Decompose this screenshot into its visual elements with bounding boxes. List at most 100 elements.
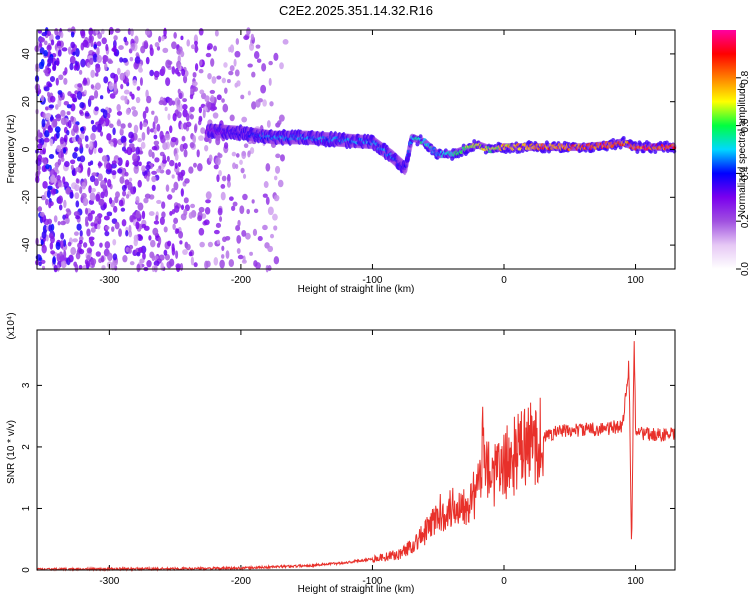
- spectrogram-cell: [79, 186, 83, 194]
- spectrogram-cell: [132, 153, 138, 163]
- spectrogram-cell: [165, 169, 171, 175]
- spectrogram-cell: [90, 210, 96, 215]
- spectrogram-cell: [176, 228, 180, 234]
- spectrogram-cell: [118, 45, 124, 50]
- spectrogram-cell: [39, 42, 43, 48]
- spectrogram-cell: [125, 230, 129, 237]
- spectrogram-cell: [208, 136, 212, 144]
- snr-scale-label: (x10⁴): [6, 312, 17, 339]
- spectrogram-cell: [216, 94, 222, 101]
- spectrogram-cell: [119, 57, 124, 63]
- spectrogram-cell: [221, 245, 225, 252]
- spectrogram-cell: [48, 154, 55, 159]
- spectrogram-cell: [95, 251, 101, 257]
- spectrogram-cell: [173, 217, 179, 224]
- spectrogram-cell: [121, 146, 127, 152]
- spectrogram-cell: [43, 50, 48, 57]
- spectrogram-cell: [39, 37, 46, 43]
- spectrogram-cell: [42, 112, 46, 119]
- spectrogram-cell: [232, 201, 238, 207]
- spectrogram-cell: [153, 115, 159, 124]
- spectrogram-cell: [85, 260, 91, 268]
- spectrogram-cell: [57, 158, 62, 166]
- spectrogram-cell: [121, 184, 127, 192]
- spectrogram-cell: [72, 51, 76, 56]
- spectrogram-cell: [131, 106, 137, 111]
- spectrogram-cell: [129, 56, 134, 62]
- spectrogram-cell: [125, 69, 131, 77]
- spectrogram-cell: [166, 155, 170, 162]
- spectrogram-cell: [119, 176, 125, 184]
- spectrogram-cell: [177, 162, 181, 168]
- spectrogram-cell: [120, 95, 126, 101]
- spectrogram-cell: [124, 171, 129, 177]
- spectrogram-cell: [83, 89, 87, 95]
- spectrogram-cell: [192, 71, 197, 78]
- spectrogram-cell: [198, 206, 205, 213]
- spectrogram-cell: [277, 120, 282, 126]
- spectrogram-cell: [91, 124, 98, 133]
- spectrogram-cell: [124, 95, 128, 105]
- spectrogram-cell: [228, 259, 235, 268]
- spectrogram-cell: [65, 186, 72, 195]
- spectrogram-cell: [94, 215, 100, 222]
- spectrogram-cell: [280, 154, 285, 162]
- spectrogram-cell: [135, 221, 140, 230]
- spectrogram-cell: [122, 136, 127, 143]
- spectrogram-cell: [156, 242, 161, 248]
- spectrogram-cell: [112, 45, 117, 53]
- snr-ytick-label: 0: [21, 567, 32, 573]
- spectrogram-cell: [171, 188, 176, 193]
- spectrogram-cell: [263, 181, 269, 189]
- spectrogram-cell: [75, 215, 81, 220]
- spectrogram-cell: [229, 114, 235, 122]
- spectrogram-cell: [192, 134, 196, 144]
- spectrogram-cell: [152, 121, 156, 130]
- spectrogram-cell: [225, 250, 230, 259]
- spectrogram-cell: [226, 173, 231, 183]
- colorbar-label: Normalized spectral amplitude: [737, 82, 748, 217]
- spectrogram-cell: [128, 131, 134, 139]
- spectrogram-cell: [55, 113, 62, 122]
- spectrogram-cell: [69, 191, 74, 199]
- spectrogram-cell: [198, 117, 203, 122]
- spectrogram-cell: [160, 36, 165, 42]
- spectrogram-cell: [178, 92, 183, 99]
- spectrogram-cell: [95, 193, 101, 202]
- spectrogram-cell: [118, 199, 124, 207]
- spectrogram-cell: [143, 40, 149, 49]
- spectrogram-cell: [112, 139, 117, 148]
- spectrogram-cell: [220, 191, 226, 201]
- spectrogram-cell: [84, 112, 90, 117]
- spectrogram-cell: [96, 223, 101, 230]
- spectrogram-cell: [37, 29, 43, 34]
- spectrogram-cell: [79, 230, 83, 237]
- snr-xtick-label: 0: [501, 576, 507, 587]
- spectrogram-cell: [113, 205, 118, 213]
- spectrogram-cell: [137, 138, 143, 143]
- spectrogram-cell: [48, 224, 53, 232]
- spectrogram-cell: [103, 215, 110, 221]
- spectrogram-cell: [154, 42, 160, 48]
- spectrogram-cell: [163, 27, 167, 37]
- spectrogram-cell: [198, 135, 204, 141]
- spectrogram-cell: [66, 111, 71, 116]
- spectrogram-cell: [147, 171, 151, 177]
- spectrogram-cell: [155, 214, 159, 222]
- spectrogram-cell: [48, 201, 52, 209]
- spectrogram-cell: [74, 263, 79, 273]
- spectrogram-cell: [163, 249, 168, 256]
- spectrogram-cell: [107, 252, 113, 262]
- figure-title: C2E2.2025.351.14.32.R16: [279, 3, 433, 18]
- spectrogram-cell: [178, 231, 184, 239]
- spectrogram-cell: [165, 184, 170, 192]
- spectrogram-cell: [226, 180, 231, 188]
- spectrogram-cell: [143, 197, 149, 204]
- spectrogram-cell: [79, 109, 84, 115]
- spectrogram-cell: [77, 137, 83, 145]
- spectrogram-cell: [190, 44, 196, 50]
- spectrogram-cell: [198, 68, 204, 74]
- spectrogram-cell: [49, 138, 54, 147]
- spectrogram-cell: [111, 226, 115, 232]
- spectrogram-cell: [241, 116, 248, 123]
